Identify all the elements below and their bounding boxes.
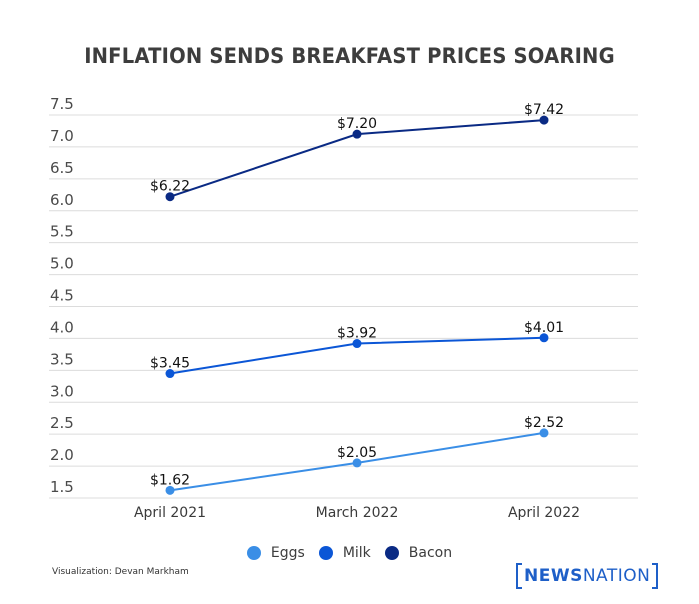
- legend-label-bacon: Bacon: [408, 545, 453, 561]
- y-tick-label: 4.0: [50, 318, 74, 336]
- data-label-bacon: $7.42: [524, 102, 564, 118]
- data-label-eggs: $2.52: [524, 415, 564, 431]
- legend-label-eggs: Eggs: [270, 545, 305, 561]
- legend-item-eggs[interactable]: Eggs: [246, 545, 305, 561]
- gridlines: [49, 114, 638, 499]
- data-point-milk[interactable]: [165, 369, 175, 379]
- visualization-credit: Visualization: Devan Markham: [52, 567, 189, 577]
- data-point-bacon[interactable]: [352, 129, 362, 139]
- y-tick-label: 7.0: [50, 127, 74, 145]
- y-tick-label: 6.5: [50, 159, 74, 177]
- logo-text-nation: NATION: [582, 566, 651, 586]
- y-tick-label: 3.5: [50, 350, 74, 368]
- y-tick-label: 2.5: [50, 414, 74, 432]
- data-point-eggs[interactable]: [352, 458, 362, 468]
- data-point-eggs[interactable]: [539, 428, 549, 438]
- data-point-milk[interactable]: [352, 339, 362, 349]
- data-label-milk: $4.01: [524, 320, 564, 336]
- data-point-milk[interactable]: [539, 333, 549, 343]
- data-label-eggs: $1.62: [150, 472, 190, 488]
- y-axis-ticks: 7.5 7.0 6.5 6.0 5.5 5.0 4.5 4.0 3.5 3.0 2.5 2.0 1.5: [50, 95, 74, 496]
- y-tick-label: 7.5: [50, 95, 74, 113]
- legend-marker-eggs: [246, 546, 261, 560]
- data-label-bacon: $6.22: [150, 179, 190, 195]
- data-labels: $1.62 $2.05 $2.52 $3.45 $3.92 $4.01 $6.22 $7.20…: [150, 102, 564, 488]
- data-label-eggs: $2.05: [337, 445, 377, 461]
- data-point-eggs[interactable]: [165, 485, 175, 495]
- x-tick-label: April 2021: [134, 505, 206, 521]
- series-points: [165, 115, 549, 495]
- series-lines: [169, 119, 545, 492]
- data-point-bacon[interactable]: [165, 192, 175, 202]
- legend-item-milk[interactable]: Milk: [318, 545, 371, 561]
- y-tick-label: 4.5: [50, 287, 74, 305]
- legend-marker-bacon: [384, 546, 399, 560]
- legend: Eggs Milk Bacon: [0, 545, 699, 561]
- line-chart: 7.57.06.56.05.55.04.54.03.53.02.52.01.5 …: [49, 95, 638, 521]
- x-tick-label: March 2022: [316, 505, 399, 521]
- x-tick-label: April 2022: [508, 505, 580, 521]
- y-tick-label: 1.5: [50, 478, 74, 496]
- y-tick-label: 5.0: [50, 255, 74, 273]
- legend-marker-milk: [318, 546, 333, 560]
- newsnation-logo: NEWS NATION: [516, 563, 659, 589]
- data-label-bacon: $7.20: [337, 116, 377, 132]
- logo-text-news: NEWS: [524, 566, 583, 586]
- data-point-bacon[interactable]: [539, 115, 549, 125]
- y-tick-label: 5.5: [50, 223, 74, 241]
- data-label-milk: $3.45: [150, 356, 190, 372]
- logo-bracket-left: [516, 563, 522, 589]
- y-tick-label: 6.0: [50, 191, 74, 209]
- y-tick-label: 2.0: [50, 446, 74, 464]
- data-label-milk: $3.92: [337, 326, 377, 342]
- legend-label-milk: Milk: [342, 545, 371, 561]
- legend-item-bacon[interactable]: Bacon: [384, 545, 453, 561]
- x-axis-ticks: April 2021 March 2022 April 2022: [134, 505, 580, 521]
- y-tick-label: 3.0: [50, 382, 74, 400]
- chart-title: INFLATION SENDS BREAKFAST PRICES SOARING: [84, 44, 615, 68]
- logo-bracket-right: [652, 563, 659, 589]
